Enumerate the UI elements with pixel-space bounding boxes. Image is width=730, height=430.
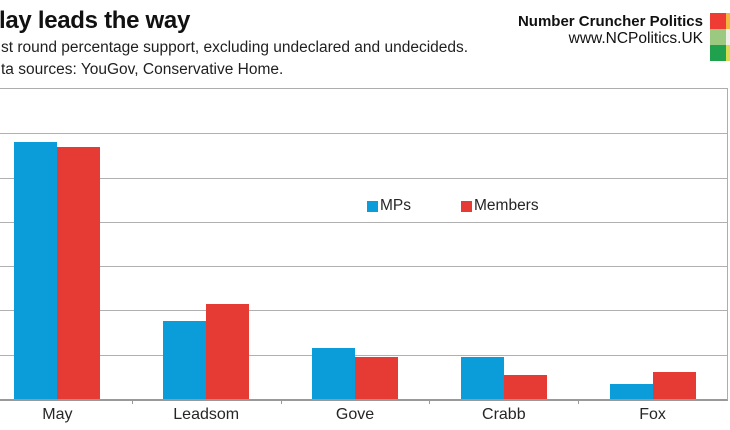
x-label-gove: Gove	[335, 406, 375, 423]
brand-name: Number Cruncher Politics	[517, 13, 703, 30]
gridline-60	[0, 133, 727, 135]
gridline-50	[0, 177, 727, 179]
logo-cell-0-0	[710, 13, 726, 29]
x-axis-tick	[578, 399, 580, 404]
gridline-20	[0, 310, 727, 312]
x-label-crabb: Crabb	[482, 406, 526, 423]
logo-cell-0-1	[726, 13, 730, 29]
legend-label: MPs	[380, 197, 411, 214]
legend-entry-mps: MPs	[367, 197, 411, 215]
x-axis-tick	[280, 399, 282, 404]
brand-block: Number Cruncher Politics www.NCPolitics.…	[518, 13, 703, 47]
gridline-10	[0, 354, 727, 356]
x-axis-tick	[429, 399, 431, 404]
x-axis-tick	[131, 399, 133, 404]
ncp-logo-icon	[710, 13, 730, 61]
logo-cell-1-0	[710, 29, 726, 45]
logo-cell-1-1	[726, 29, 730, 45]
x-label-may: May	[42, 406, 73, 423]
bar-members-leadsom	[206, 303, 250, 399]
bar-mps-crabb	[460, 356, 504, 399]
data-sources-note: ta sources: YouGov, Conservative Home.	[1, 61, 284, 78]
chart-title: lay leads the way	[0, 7, 191, 34]
legend-swatch-icon	[461, 200, 472, 212]
brand-url: www.NCPolitics.UK	[568, 30, 703, 47]
chart-subtitle: st round percentage support, excluding u…	[1, 39, 469, 56]
logo-cell-2-1	[726, 45, 730, 61]
legend: MPs Members	[367, 197, 539, 215]
legend-label: Members	[474, 197, 539, 214]
legend-swatch-icon	[367, 200, 378, 212]
bar-mps-may	[14, 142, 58, 399]
bar-members-may	[57, 146, 101, 399]
bar-members-crabb	[503, 375, 547, 399]
legend-entry-members: Members	[461, 197, 539, 215]
bar-mps-gove	[312, 348, 355, 399]
logo-cell-2-0	[710, 45, 726, 61]
gridline-40	[0, 221, 727, 223]
x-label-fox: Fox	[639, 406, 666, 423]
plot-area	[0, 88, 728, 404]
bar-members-gove	[355, 356, 398, 399]
bar-mps-fox	[609, 384, 653, 399]
bar-mps-leadsom	[163, 321, 207, 399]
bar-members-fox	[652, 372, 696, 399]
gridline-30	[0, 266, 727, 268]
x-label-leadsom: Leadsom	[173, 406, 240, 423]
